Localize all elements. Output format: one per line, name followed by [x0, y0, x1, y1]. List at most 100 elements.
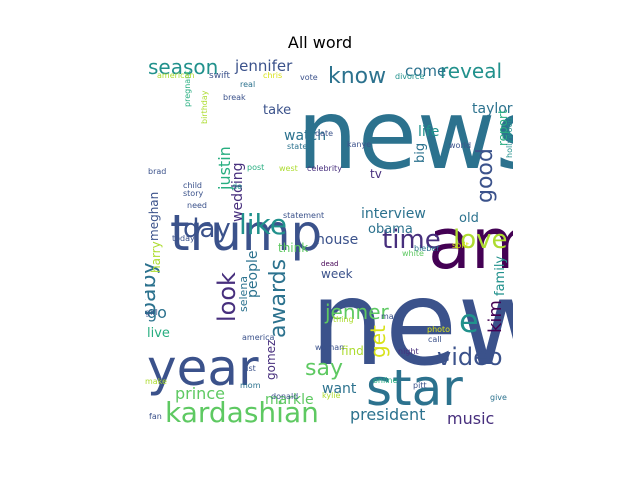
word-bieber: bieber: [414, 244, 440, 253]
word-video: video: [437, 343, 503, 371]
word-prince: prince: [175, 384, 225, 403]
word-american: american: [157, 71, 195, 80]
word-jennifer: jennifer: [234, 58, 293, 75]
word-old: old: [459, 211, 479, 226]
word-justin: justin: [215, 146, 234, 191]
word-jenner: jenner: [324, 300, 390, 324]
word-vote: vote: [300, 73, 318, 82]
word-celebrity: celebrity: [307, 164, 342, 173]
word-split: split: [452, 241, 469, 250]
word-house: house: [316, 232, 358, 248]
word-statement: statement: [283, 211, 324, 220]
word-go: go: [147, 303, 167, 322]
word-baby: baby: [145, 262, 161, 316]
word-family: family: [493, 256, 508, 296]
word-year: year: [147, 339, 259, 397]
word-need: need: [187, 201, 207, 210]
word-break: break: [223, 93, 246, 102]
word-e: e: [459, 302, 479, 340]
word-world: world: [449, 141, 471, 150]
word-get: get: [366, 325, 390, 358]
word-make: make: [145, 377, 167, 386]
word-life: life: [418, 124, 439, 140]
word-time: time: [382, 225, 441, 255]
word-season: season: [148, 58, 218, 79]
word-give: give: [490, 393, 507, 402]
word-harry: harry: [149, 241, 163, 273]
word-kim: kim: [485, 300, 506, 333]
word-state: state: [287, 142, 307, 151]
word-woman: woman: [315, 343, 344, 352]
word-reveal: reveal: [440, 59, 502, 83]
word-donald: donald: [271, 392, 298, 401]
word-day: day: [183, 214, 231, 244]
word-love: love: [453, 225, 508, 255]
word-swift: swift: [209, 71, 231, 81]
word-live: live: [147, 326, 170, 341]
word-today: today: [172, 234, 195, 243]
word-list: list: [244, 364, 256, 373]
word-new: new: [310, 254, 513, 392]
word-come: come: [405, 62, 446, 80]
word-night: night: [398, 347, 419, 356]
word-selena: selena: [237, 276, 250, 312]
word-report: report: [496, 109, 510, 146]
word-brad: brad: [148, 167, 166, 176]
word-want: want: [322, 381, 357, 397]
word-news: news: [297, 79, 513, 191]
word-fan: fan: [149, 412, 162, 421]
word-meghan: meghan: [147, 192, 161, 241]
word-west: west: [279, 164, 298, 173]
word-hollywood: hollywood: [505, 117, 513, 158]
word-america: america: [242, 333, 275, 342]
word-birthday: birthday: [200, 90, 209, 124]
word-child: child: [183, 181, 202, 190]
word-photo: photo: [427, 325, 450, 334]
word-kanye: kanye: [347, 140, 371, 149]
word-pitt: pitt: [413, 381, 427, 390]
word-chris: chris: [263, 71, 282, 80]
word-obama: obama: [368, 222, 413, 237]
word-divorce: divorce: [395, 72, 424, 81]
word-story: story: [183, 189, 203, 198]
word-look: look: [213, 272, 241, 322]
word-amp: amp: [428, 203, 513, 285]
word-cloud: news newamp trump year star kardashian like tim…: [145, 58, 513, 426]
word-star: star: [366, 359, 463, 417]
word-thing: thing: [333, 315, 354, 324]
word-week: week: [321, 267, 353, 281]
word-think: think: [278, 241, 308, 255]
word-say: say: [305, 356, 343, 381]
word-pregnant: pregnant: [183, 71, 192, 107]
word-find: find: [341, 344, 364, 358]
word-good: good: [473, 148, 498, 203]
word-like: like: [239, 208, 287, 241]
word-trump: trump: [170, 204, 322, 262]
word-president: president: [350, 405, 425, 424]
word-de: de: [232, 182, 242, 191]
word-kardashian: kardashian: [165, 396, 319, 426]
word-white: white: [402, 249, 424, 258]
word-taylor: taylor: [472, 101, 513, 117]
word-awards: awards: [266, 259, 291, 338]
word-people: people: [245, 251, 261, 298]
word-call: call: [428, 335, 442, 344]
word-date: date: [315, 129, 333, 138]
word-man: man: [381, 312, 399, 321]
word-kylie: kylie: [322, 391, 341, 400]
word-mom: mom: [240, 381, 261, 390]
word-girl: girl: [145, 308, 158, 317]
word-markle: markle: [265, 392, 314, 408]
word-big: big: [413, 143, 428, 163]
word-gomez: gomez: [264, 340, 278, 380]
word-watch: watch: [284, 128, 326, 144]
chart-title: All word: [287, 33, 353, 52]
word-real: real: [240, 80, 255, 89]
word-tv: tv: [370, 167, 382, 181]
word-dead: dead: [321, 260, 338, 268]
word-know: know: [328, 64, 386, 89]
word-online: online: [373, 376, 397, 385]
word-interview: interview: [361, 206, 426, 222]
word-take: take: [263, 103, 291, 118]
